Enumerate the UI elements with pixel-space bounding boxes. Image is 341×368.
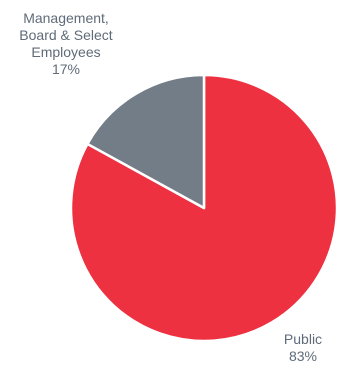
- pie-slice-management-board-select-employees: [86, 73, 206, 210]
- slice-label-line: 17%: [52, 61, 80, 77]
- slice-label-line: Board & Select: [19, 27, 112, 43]
- slice-label-line: Public: [284, 331, 322, 347]
- slice-label-line: Employees: [31, 44, 100, 60]
- pie-slices: [69, 73, 339, 343]
- pie-labels: Public 83% Management, Board & Select Employ…: [19, 10, 322, 364]
- slice-label-line: Management,: [23, 10, 109, 26]
- slice-label-public: Public 83%: [284, 331, 322, 364]
- slice-label-management: Management, Board & Select Employees 17%: [19, 10, 112, 77]
- slice-label-line: 83%: [289, 348, 317, 364]
